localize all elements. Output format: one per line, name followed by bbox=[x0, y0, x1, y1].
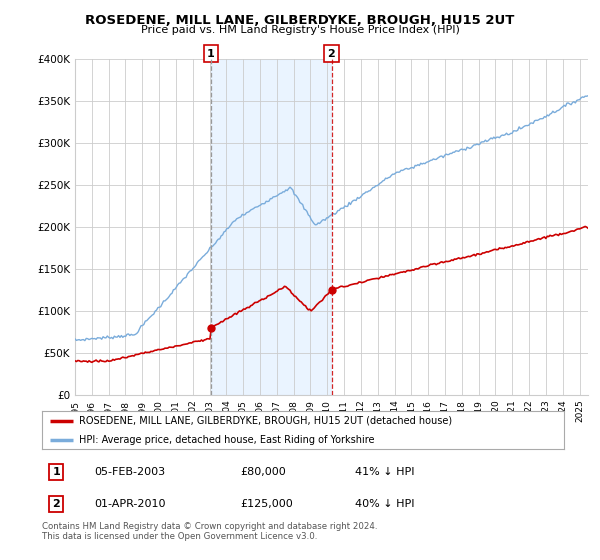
Text: 2: 2 bbox=[328, 49, 335, 59]
Text: 2: 2 bbox=[52, 499, 60, 509]
Text: HPI: Average price, detached house, East Riding of Yorkshire: HPI: Average price, detached house, East… bbox=[79, 435, 374, 445]
Text: £125,000: £125,000 bbox=[241, 499, 293, 509]
Text: ROSEDENE, MILL LANE, GILBERDYKE, BROUGH, HU15 2UT: ROSEDENE, MILL LANE, GILBERDYKE, BROUGH,… bbox=[85, 14, 515, 27]
Text: 41% ↓ HPI: 41% ↓ HPI bbox=[355, 466, 415, 477]
Text: 1: 1 bbox=[52, 466, 60, 477]
Text: Price paid vs. HM Land Registry's House Price Index (HPI): Price paid vs. HM Land Registry's House … bbox=[140, 25, 460, 35]
Text: 1: 1 bbox=[207, 49, 215, 59]
Text: £80,000: £80,000 bbox=[241, 466, 286, 477]
Text: ROSEDENE, MILL LANE, GILBERDYKE, BROUGH, HU15 2UT (detached house): ROSEDENE, MILL LANE, GILBERDYKE, BROUGH,… bbox=[79, 416, 452, 426]
Text: 40% ↓ HPI: 40% ↓ HPI bbox=[355, 499, 415, 509]
Bar bbox=[211, 59, 331, 395]
Text: 05-FEB-2003: 05-FEB-2003 bbox=[94, 466, 166, 477]
Text: Contains HM Land Registry data © Crown copyright and database right 2024.
This d: Contains HM Land Registry data © Crown c… bbox=[42, 522, 377, 542]
Text: 01-APR-2010: 01-APR-2010 bbox=[94, 499, 166, 509]
